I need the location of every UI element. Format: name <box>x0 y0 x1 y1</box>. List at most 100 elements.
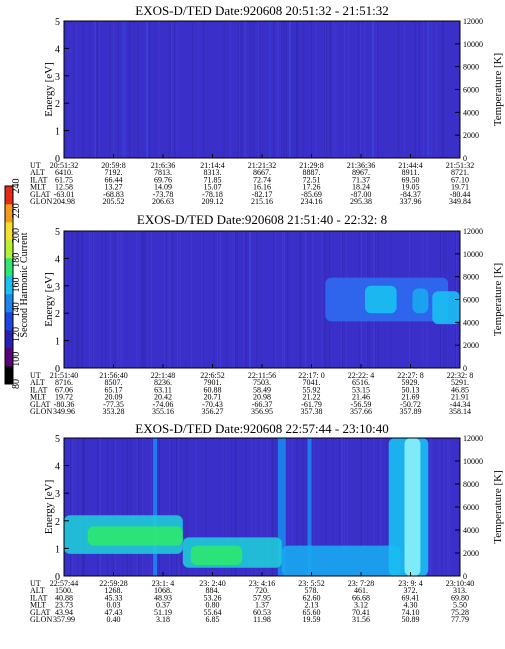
heatmap-streak <box>93 231 94 368</box>
orbit-cell: 1068. <box>154 586 172 595</box>
heatmap-region <box>364 285 397 314</box>
heatmap-streak <box>205 438 207 576</box>
orbit-cell: 6516. <box>352 378 370 387</box>
heatmap-streak <box>397 21 399 158</box>
heatmap-streak <box>287 231 288 368</box>
orbit-cell: -80.36 <box>54 400 75 409</box>
orbit-cell: 23:10:40 <box>446 579 474 588</box>
heatmap-streak <box>238 21 239 158</box>
orbit-cell: 578. <box>305 586 319 595</box>
heatmap-streak <box>292 438 294 576</box>
heatmap-streak <box>442 21 444 158</box>
heatmap-region <box>412 288 429 314</box>
orbit-cell: 21:51:40 <box>50 371 78 380</box>
heatmap-streak <box>414 21 416 158</box>
heatmap-streak <box>172 231 174 368</box>
heatmap-streak <box>378 438 380 576</box>
orbit-row-label: UT <box>30 161 41 170</box>
orbit-cell: 47.43 <box>105 608 123 617</box>
orbit-cell: 0.03 <box>107 601 121 610</box>
heatmap-streak <box>295 21 297 158</box>
heatmap-streak <box>155 21 157 158</box>
heatmap-streak <box>300 231 302 368</box>
orbit-cell: 7503. <box>253 378 271 387</box>
heatmap-streak <box>299 231 301 368</box>
y-axis-label: Energy [eV] <box>43 272 55 326</box>
heatmap-stripe <box>269 21 271 158</box>
heatmap-streak <box>234 231 236 368</box>
heatmap-streak <box>83 438 85 576</box>
heatmap-streak <box>449 438 450 576</box>
orbit-cell: -61.79 <box>301 400 322 409</box>
heatmap-streak <box>100 438 101 576</box>
orbit-cell: 51.19 <box>154 608 172 617</box>
heatmap-streak <box>253 21 255 158</box>
orbit-cell: 12.58 <box>55 183 73 192</box>
heatmap-streak <box>203 231 204 368</box>
colorbar-cell <box>5 366 13 385</box>
orbit-cell: 16.16 <box>253 183 271 192</box>
heatmap-streak <box>273 231 275 368</box>
heatmap-streak <box>315 21 317 158</box>
orbit-cell: 337.96 <box>400 197 422 206</box>
heatmap-streak <box>311 21 312 158</box>
y2-tick-label: 4000 <box>463 526 479 535</box>
orbit-cell: 63.11 <box>154 385 172 394</box>
heatmap-streak <box>256 231 258 368</box>
orbit-row-label: GLON <box>30 407 52 416</box>
heatmap-region <box>281 545 401 576</box>
orbit-table: UT 20:51:32 20:59:8 21:6:36 21:14:4 21:21:32 2… <box>30 161 474 206</box>
heatmap-streak <box>119 231 121 368</box>
y-tick-label: 4 <box>55 44 60 55</box>
heatmap-streak <box>73 21 75 158</box>
heatmap-streak <box>291 438 293 576</box>
orbit-cell: 55.92 <box>303 385 321 394</box>
heatmap-stripe <box>146 21 148 158</box>
orbit-cell: 57.95 <box>253 593 271 602</box>
heatmap-streak <box>70 438 71 576</box>
colorbar-cell <box>5 294 13 313</box>
orbit-cell: 0.80 <box>206 601 220 610</box>
orbit-cell: 8313. <box>204 168 222 177</box>
heatmap-streak <box>245 438 247 576</box>
heatmap-streak <box>272 438 274 576</box>
colorbar-cell <box>5 240 13 259</box>
orbit-cell: 69.50 <box>402 175 420 184</box>
heatmap-streak <box>333 21 335 158</box>
heatmap-streak <box>169 438 171 576</box>
orbit-cell: 7901. <box>204 378 222 387</box>
heatmap-streak <box>171 21 172 158</box>
orbit-cell: -66.37 <box>252 400 273 409</box>
heatmap-streak <box>242 21 244 158</box>
heatmap-streak <box>378 438 380 576</box>
y2-axis-label: Temperature [K] <box>492 53 504 126</box>
orbit-cell: 23:1: 4 <box>152 579 174 588</box>
heatmap-stripe <box>307 438 312 576</box>
colorbar-tick-label: 100 <box>11 352 22 367</box>
heatmap-streak <box>333 438 334 576</box>
orbit-cell: 372. <box>404 586 418 595</box>
orbit-row-label: MLT <box>30 393 46 402</box>
orbit-cell: 8887. <box>303 168 321 177</box>
orbit-row-label: MLT <box>30 601 46 610</box>
heatmap-streak <box>66 21 68 158</box>
orbit-cell: 22:6:52 <box>200 371 224 380</box>
heatmap-streak <box>82 438 84 576</box>
y-tick-label: 0 <box>55 572 60 583</box>
orbit-cell: 8716. <box>55 378 73 387</box>
heatmap-streak <box>136 231 138 368</box>
orbit-cell: 23.73 <box>55 601 73 610</box>
heatmap-streak <box>305 231 307 368</box>
orbit-cell: -84.37 <box>400 190 421 199</box>
heatmap-streak <box>235 438 237 576</box>
heatmap-streak <box>386 438 388 576</box>
heatmap-streak <box>335 21 337 158</box>
heatmap-streak <box>377 21 378 158</box>
heatmap-streak <box>89 231 90 368</box>
heatmap-streak <box>360 438 362 576</box>
heatmap-stripe <box>249 231 251 368</box>
heatmap-streak <box>107 438 108 576</box>
heatmap-streak <box>302 21 304 158</box>
colorbar-label: Second Harmonic Current <box>19 232 30 337</box>
heatmap-streak <box>83 438 85 576</box>
